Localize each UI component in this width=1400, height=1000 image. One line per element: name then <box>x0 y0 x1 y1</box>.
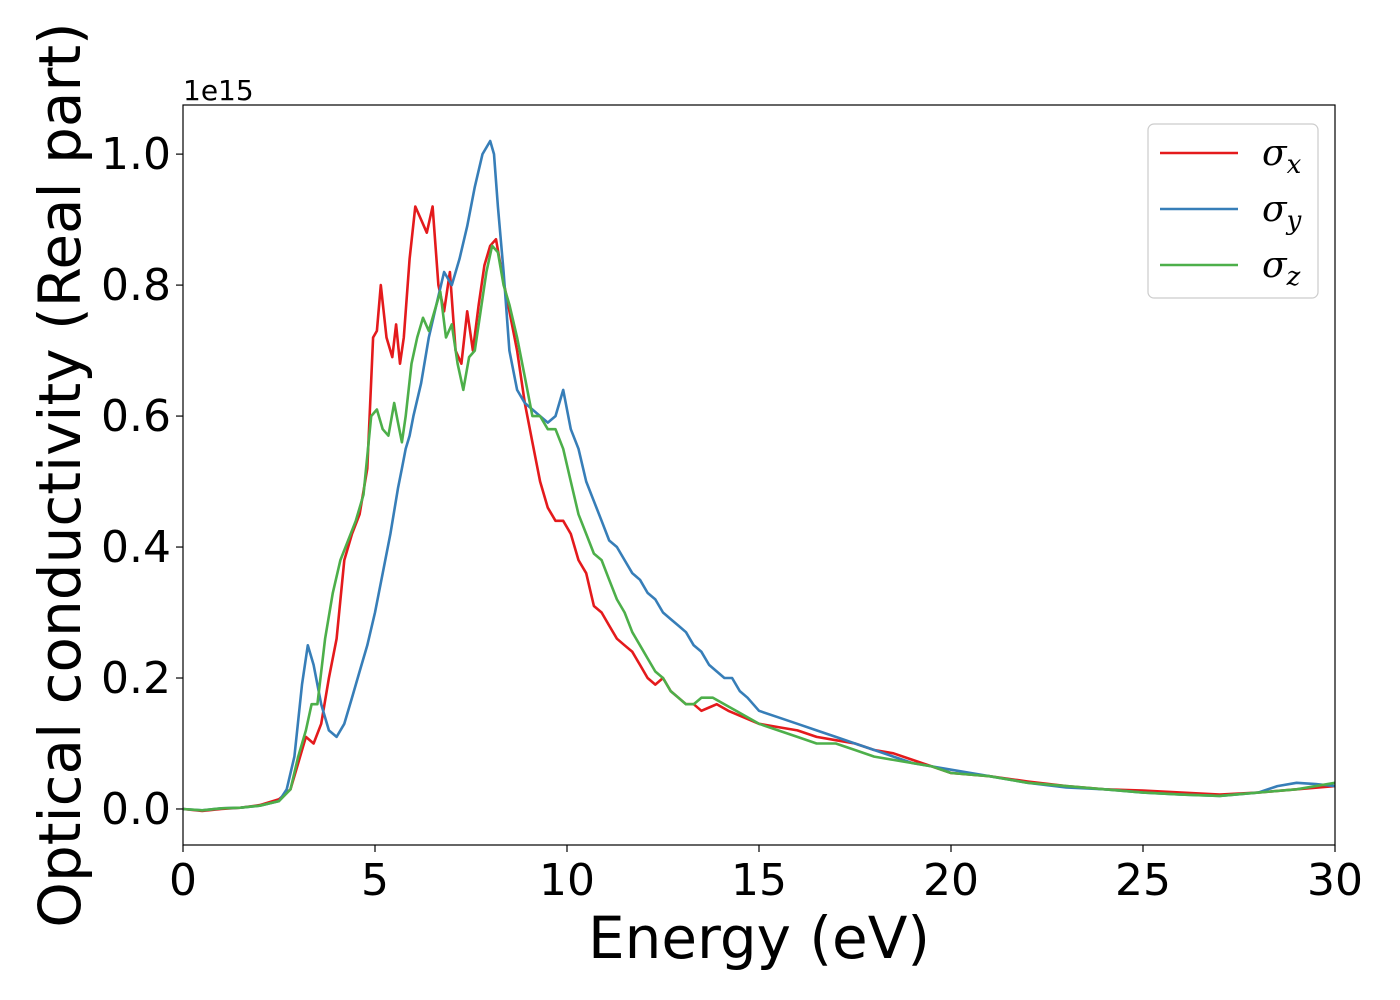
y-tick-label: 0.6 <box>101 391 171 442</box>
y-tick-label: 0.2 <box>101 653 171 704</box>
x-tick-label: 30 <box>1307 855 1363 906</box>
x-tick-label: 5 <box>361 855 389 906</box>
y-tick-label: 0.8 <box>101 260 171 311</box>
series-lines <box>182 139 1336 813</box>
legend-label-sigma-z: σz <box>1262 245 1301 292</box>
legend-label-sigma-x: σx <box>1262 133 1302 180</box>
y-tick-label: 0.0 <box>101 784 171 835</box>
x-tick-label: 10 <box>539 855 595 906</box>
x-axis-ticks: 0 5 10 15 20 25 30 <box>169 845 1363 906</box>
y-tick-label: 0.4 <box>101 522 171 573</box>
x-tick-label: 0 <box>169 855 197 906</box>
y-tick-label: 1.0 <box>101 129 171 180</box>
y-axis-ticks: 0.0 0.2 0.4 0.6 0.8 1.0 <box>101 129 183 835</box>
legend-box <box>1147 123 1319 299</box>
y-offset-text: 1e15 <box>183 74 254 107</box>
series-line-sigma-z <box>182 244 1336 812</box>
x-tick-label: 20 <box>923 855 979 906</box>
series-line-sigma-y <box>182 139 1336 812</box>
x-tick-label: 15 <box>731 855 787 906</box>
legend: σx σy σz <box>1147 123 1319 299</box>
x-axis-title: Energy (eV) <box>588 904 930 972</box>
y-axis-title: Optical conductivity (Real part) <box>26 22 94 927</box>
x-tick-label: 25 <box>1115 855 1171 906</box>
legend-label-sigma-y: σy <box>1262 189 1302 236</box>
